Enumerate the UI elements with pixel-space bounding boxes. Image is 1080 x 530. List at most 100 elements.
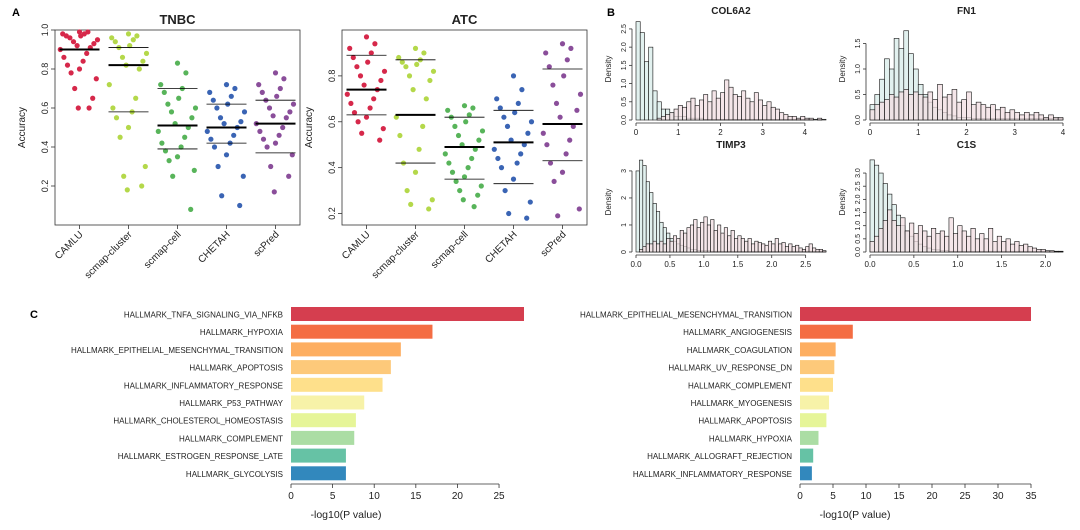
y-tick-label: 0: [621, 250, 628, 254]
bar-label: HALLMARK_EPITHELIAL_MESENCHYMAL_TRANSITI…: [71, 346, 283, 355]
hist-bar: [818, 248, 823, 253]
data-point: [546, 64, 552, 70]
hist-bar: [999, 106, 1006, 121]
hist-bar: [1005, 238, 1011, 253]
data-point: [502, 187, 508, 194]
x-tick-label: 25: [493, 491, 505, 502]
data-point: [354, 64, 360, 70]
plot-frame: [54, 29, 301, 226]
hist-bar: [682, 106, 687, 121]
hist-bar: [740, 238, 745, 253]
x-tick-label: 4: [1061, 128, 1066, 137]
hist-bar: [791, 116, 797, 121]
hist-bar: [635, 170, 640, 253]
hist-bar: [652, 90, 658, 121]
hist-bar: [813, 118, 818, 121]
data-point: [272, 70, 279, 76]
series-CAMLU: CAMLU: [340, 34, 388, 262]
hist-bar: [639, 32, 645, 121]
data-point: [463, 119, 469, 125]
hist-bar: [1019, 114, 1025, 121]
hist-bar: [656, 117, 662, 121]
hist-bar: [904, 230, 910, 253]
bar-row: HALLMARK_CHOLESTEROL_HOMEOSTASIS: [113, 413, 356, 428]
hist-bar: [821, 118, 827, 121]
data-point: [270, 113, 276, 119]
data-point: [363, 114, 370, 120]
hist-bar: [720, 92, 725, 121]
data-point: [510, 176, 517, 182]
y-tick-label: 2.0: [621, 42, 628, 52]
x-tick-label: 15: [893, 491, 905, 502]
hist-bar: [884, 99, 890, 121]
hist-bar: [666, 238, 671, 253]
y-tick-label: 0.2: [40, 180, 50, 193]
hist-bar: [723, 227, 728, 253]
bar-label: HALLMARK_P53_PATHWAY: [179, 399, 283, 408]
hist-bar: [645, 181, 650, 253]
x-tick-label: scPred: [539, 229, 569, 259]
x-tick-label: CHETAH: [196, 229, 232, 265]
data-point: [161, 89, 167, 95]
data-point: [457, 187, 463, 194]
x-tick-label: 2.0: [1040, 260, 1052, 269]
chart-title: C1S: [957, 140, 977, 151]
hist-bar: [706, 224, 711, 253]
hist-bar: [669, 112, 675, 121]
histogram-timp3: TIMP3 Density 0 1 2 3 0.0 0.5 1.0 1.5 2.0 2.5: [604, 140, 827, 269]
panel-label-c: C: [30, 309, 38, 321]
data-point: [208, 136, 214, 142]
hist-bar: [888, 94, 895, 121]
data-point: [210, 97, 216, 103]
x-tick-label: 0.5: [908, 260, 920, 269]
x-tick-label: 1: [916, 128, 921, 137]
hist-bar: [796, 117, 801, 121]
hist-bar: [754, 240, 759, 253]
hist-bar: [694, 105, 700, 121]
data-point: [133, 95, 139, 101]
bar-label: HALLMARK_HYPOXIA: [709, 434, 793, 443]
data-point: [259, 89, 265, 95]
hist-bar: [656, 101, 662, 121]
hist-bar: [908, 94, 914, 121]
data-point: [283, 115, 289, 121]
bar: [800, 395, 830, 410]
hist-bar: [781, 242, 786, 253]
hist-bar: [741, 90, 747, 121]
hist-bar: [659, 240, 664, 253]
bar: [291, 377, 383, 392]
hist-bar: [1058, 251, 1064, 253]
x-tick-label: 0: [288, 491, 294, 502]
x-tick-label: CAMLU: [340, 229, 373, 262]
data-point: [113, 115, 120, 121]
hist-bar: [642, 246, 647, 253]
y-axis-label: Accuracy: [17, 107, 28, 148]
x-tick-label: 1.0: [698, 260, 710, 269]
data-point: [237, 202, 243, 209]
x-tick-label: 15: [410, 491, 422, 502]
data-point: [475, 192, 481, 198]
y-tick-label: 0.4: [40, 141, 50, 154]
bar-label: HALLMARK_HYPOXIA: [200, 328, 284, 337]
data-point: [577, 91, 584, 97]
bar-label: HALLMARK_ALLOGRAFT_REJECTION: [647, 452, 792, 461]
hist-bar: [983, 238, 989, 253]
data-point: [260, 136, 267, 142]
hist-bar: [795, 244, 800, 253]
data-point: [553, 100, 560, 107]
hist-bar: [784, 246, 789, 253]
data-point: [348, 100, 354, 107]
data-point: [397, 132, 403, 139]
data-point: [403, 64, 409, 70]
y-tick-label: 0.6: [40, 102, 50, 115]
bar-label: HALLMARK_COMPLEMENT: [179, 434, 283, 443]
chart-title: ATC: [452, 12, 478, 27]
hist-bar: [808, 117, 814, 121]
data-point: [64, 62, 71, 68]
hist-bar: [891, 220, 897, 253]
data-point: [183, 70, 189, 76]
data-point: [110, 105, 116, 111]
data-point: [232, 85, 238, 92]
data-point: [91, 41, 97, 47]
data-point: [359, 130, 365, 136]
